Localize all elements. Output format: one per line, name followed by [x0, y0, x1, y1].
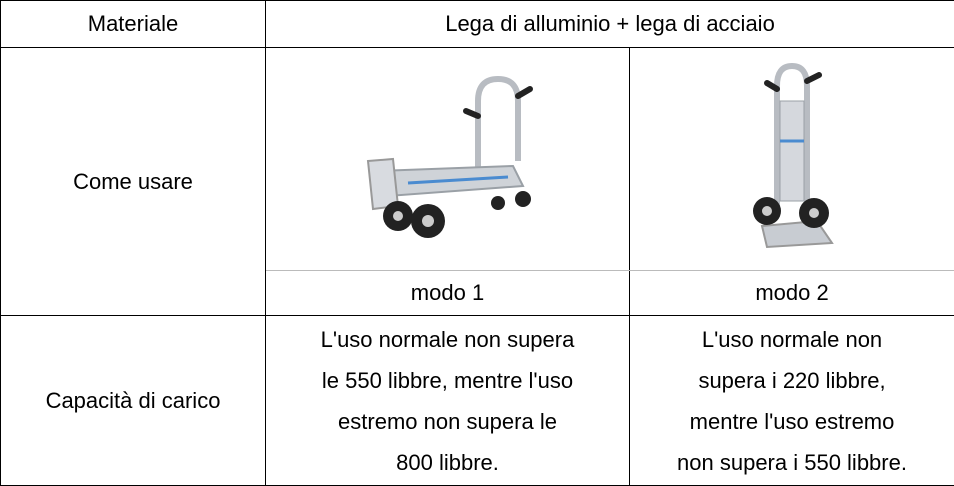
capacity-line: L'uso normale non: [630, 319, 954, 360]
capacity-label: Capacità di carico: [1, 316, 266, 486]
hand-truck-flat: [348, 71, 548, 241]
hand-truck-upright: [722, 61, 862, 251]
usage-image-row: Come usare: [1, 48, 954, 271]
capacity-line: le 550 libbre, mentre l'uso: [266, 360, 629, 401]
material-label: Materiale: [1, 1, 266, 48]
capacity-line: supera i 220 libbre,: [630, 360, 954, 401]
usage-label: Come usare: [1, 48, 266, 316]
mode-label: modo 1: [266, 271, 630, 316]
material-value: Lega di alluminio + lega di acciaio: [266, 1, 954, 48]
material-row: Materiale Lega di alluminio + lega di ac…: [1, 1, 954, 48]
mode-label: modo 2: [630, 271, 954, 316]
capacity-line: estremo non supera le: [266, 401, 629, 442]
capacity-line: non supera i 550 libbre.: [630, 442, 954, 483]
capacity-line: 800 libbre.: [266, 442, 629, 483]
mode-2-image-cell: [630, 48, 954, 271]
capacity-row: Capacità di carico L'uso normale non sup…: [1, 316, 954, 486]
capacity-line: mentre l'uso estremo: [630, 401, 954, 442]
mode-1-image-cell: [266, 48, 630, 271]
capacity-line: L'uso normale non supera: [266, 319, 629, 360]
